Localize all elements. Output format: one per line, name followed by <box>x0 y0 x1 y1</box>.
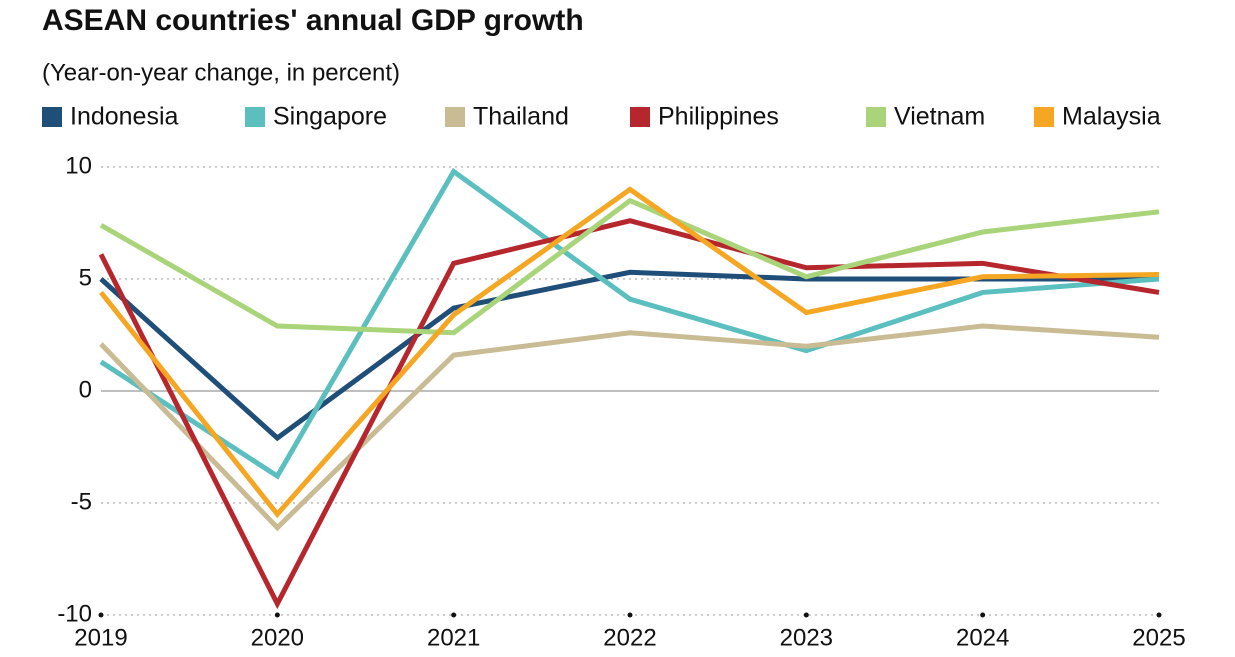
x-tick-label: 2019 <box>74 624 127 651</box>
legend-label: Singapore <box>273 103 387 131</box>
legend-label: Malaysia <box>1062 103 1161 131</box>
x-tick-mark <box>627 612 633 618</box>
y-tick-label: 10 <box>65 152 92 179</box>
x-tick-label: 2023 <box>780 624 833 651</box>
x-tick-mark <box>1156 612 1162 618</box>
x-tick-label: 2025 <box>1132 624 1185 651</box>
series-line <box>99 197 1160 336</box>
legend-swatch <box>630 107 650 127</box>
y-tick-label: 0 <box>79 376 92 403</box>
x-tick-mark <box>803 612 809 618</box>
legend-label: Vietnam <box>894 103 985 131</box>
legend-swatch <box>42 107 62 127</box>
series-line <box>98 218 1160 610</box>
legend-label: Philippines <box>658 103 779 131</box>
legend-swatch <box>445 107 465 127</box>
y-tick-label: 5 <box>79 264 92 291</box>
x-tick-label: 2020 <box>251 624 304 651</box>
x-tick-mark <box>451 612 457 618</box>
x-tick-label: 2024 <box>956 624 1009 651</box>
x-tick-mark <box>274 612 280 618</box>
x-tick-label: 2021 <box>427 624 480 651</box>
chart-subtitle: (Year-on-year change, in percent) <box>42 59 400 86</box>
y-tick-label: -10 <box>57 600 92 627</box>
legend-swatch <box>866 107 886 127</box>
series-line <box>99 323 1160 532</box>
legend-label: Indonesia <box>70 103 179 131</box>
y-tick-label: -5 <box>71 488 92 515</box>
x-tick-label: 2022 <box>603 624 656 651</box>
series-line <box>99 186 1160 519</box>
chart-title: ASEAN countries' annual GDP growth <box>42 4 584 37</box>
legend-swatch <box>1034 107 1054 127</box>
legend-label: Thailand <box>473 103 569 131</box>
series-line <box>99 167 1160 480</box>
legend-swatch <box>245 107 265 127</box>
x-tick-mark <box>98 612 104 618</box>
x-tick-mark <box>980 612 986 618</box>
